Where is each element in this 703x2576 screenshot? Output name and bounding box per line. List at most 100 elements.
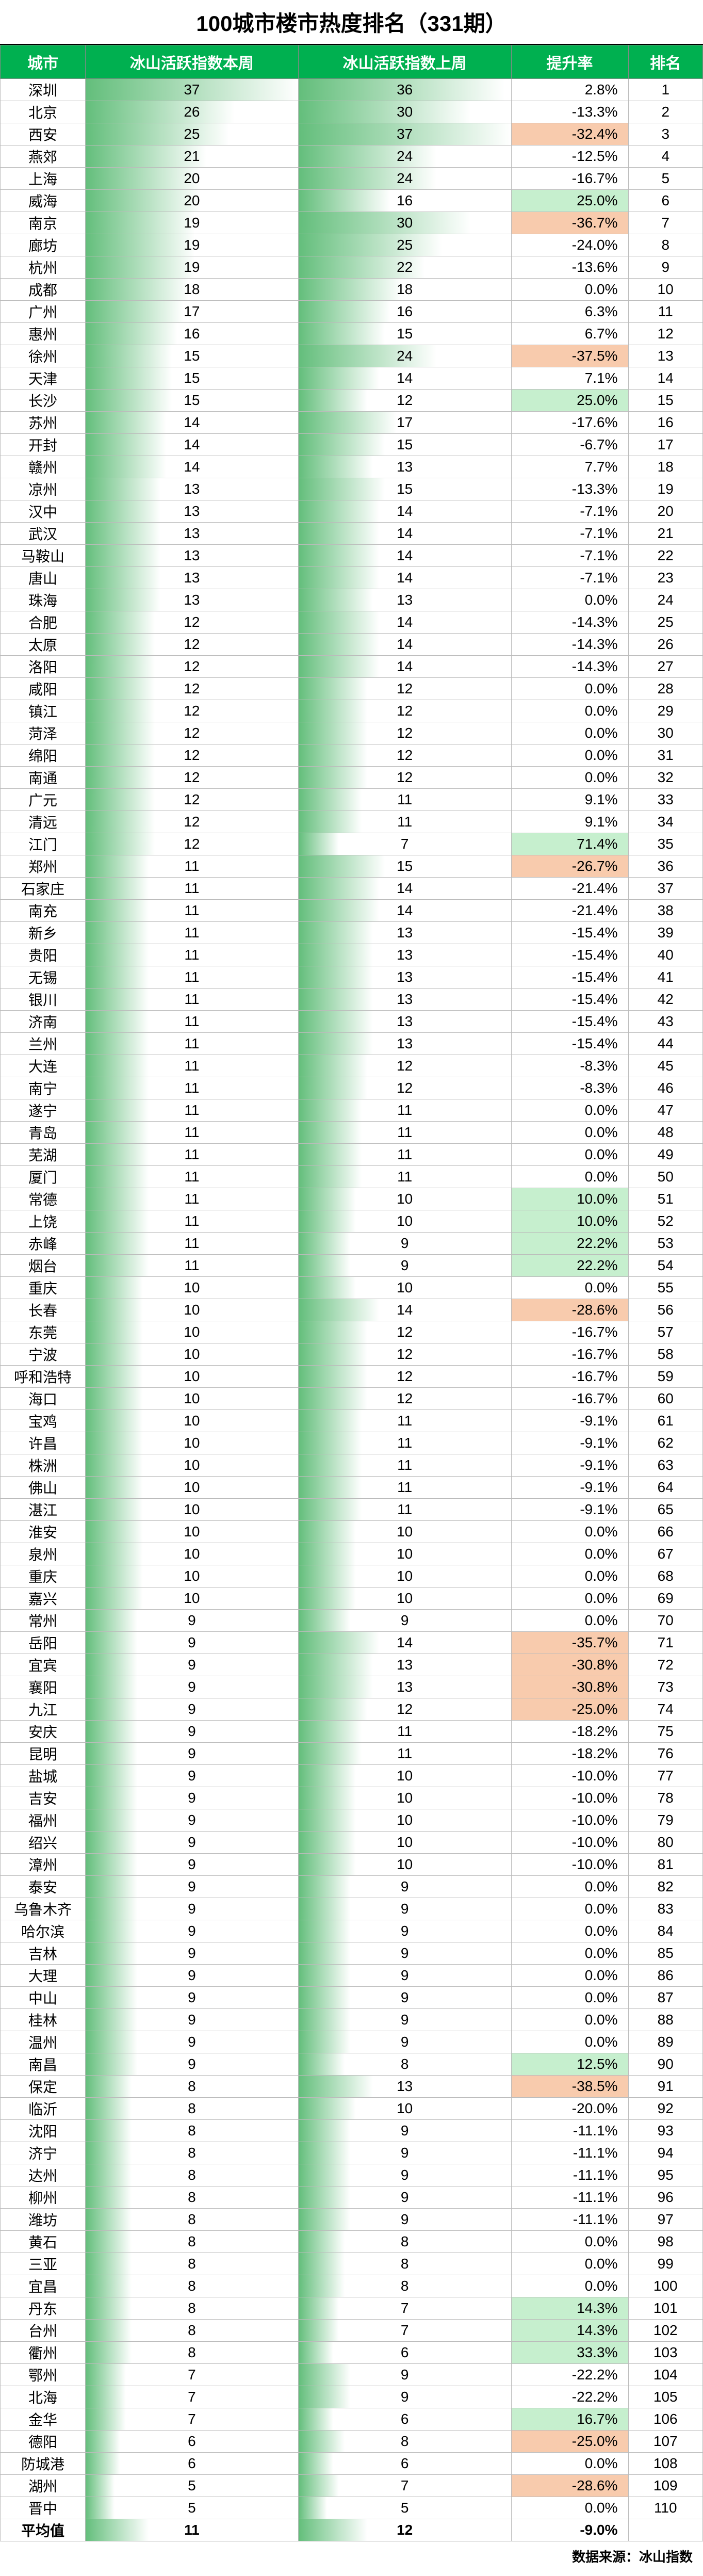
rank-cell: 29 <box>628 700 702 722</box>
rate-cell: -16.7% <box>511 1343 628 1366</box>
city-cell: 柳州 <box>1 2186 86 2209</box>
table-row: 赤峰 11 9 22.2% 53 <box>1 1233 703 1255</box>
rate-cell: 6.3% <box>511 301 628 323</box>
idx-this-cell: 9 <box>86 1676 299 1698</box>
rate-cell: -15.4% <box>511 1033 628 1055</box>
idx-last-cell: 11 <box>298 811 511 833</box>
idx-this-cell: 11 <box>86 944 299 966</box>
idx-this-cell: 17 <box>86 301 299 323</box>
rate-cell: 7.7% <box>511 456 628 478</box>
city-cell: 深圳 <box>1 79 86 101</box>
rate-cell: 0.0% <box>511 1587 628 1610</box>
idx-this-cell: 20 <box>86 190 299 212</box>
idx-this-cell: 9 <box>86 1942 299 1965</box>
rank-cell: 41 <box>628 966 702 989</box>
idx-last-cell: 9 <box>298 2209 511 2231</box>
idx-last-cell: 12 <box>298 767 511 789</box>
table-row: 成都 18 18 0.0% 10 <box>1 279 703 301</box>
idx-this-cell: 9 <box>86 1965 299 1987</box>
city-cell: 江门 <box>1 833 86 855</box>
table-row: 廊坊 19 25 -24.0% 8 <box>1 234 703 256</box>
rate-cell: -38.5% <box>511 2076 628 2098</box>
city-cell: 大理 <box>1 1965 86 1987</box>
rank-cell: 69 <box>628 1587 702 1610</box>
table-row: 济宁 8 9 -11.1% 94 <box>1 2142 703 2164</box>
idx-this-cell: 25 <box>86 123 299 145</box>
rate-cell: -28.6% <box>511 1299 628 1321</box>
rate-cell: -21.4% <box>511 878 628 900</box>
idx-this-cell: 9 <box>86 2009 299 2031</box>
rank-cell: 103 <box>628 2342 702 2364</box>
rate-cell: -11.1% <box>511 2164 628 2186</box>
rank-cell: 3 <box>628 123 702 145</box>
rank-cell: 76 <box>628 1743 702 1765</box>
idx-last-cell: 10 <box>298 1832 511 1854</box>
idx-last-cell: 7 <box>298 2475 511 2497</box>
city-cell: 郑州 <box>1 855 86 878</box>
idx-this-cell: 13 <box>86 500 299 523</box>
city-cell: 常州 <box>1 1610 86 1632</box>
table-row: 宜宾 9 13 -30.8% 72 <box>1 1654 703 1676</box>
rate-cell: -20.0% <box>511 2098 628 2120</box>
city-cell: 漳州 <box>1 1854 86 1876</box>
table-row: 丹东 8 7 14.3% 101 <box>1 2297 703 2320</box>
rate-cell: -15.4% <box>511 922 628 944</box>
idx-this-cell: 8 <box>86 2120 299 2142</box>
rank-cell: 88 <box>628 2009 702 2031</box>
table-row: 杭州 19 22 -13.6% 9 <box>1 256 703 279</box>
idx-last-cell: 13 <box>298 1654 511 1676</box>
rate-cell: 0.0% <box>511 700 628 722</box>
rate-cell: 0.0% <box>511 2031 628 2053</box>
table-row: 咸阳 12 12 0.0% 28 <box>1 678 703 700</box>
idx-this-cell: 7 <box>86 2386 299 2408</box>
rate-cell: -9.1% <box>511 1477 628 1499</box>
city-cell: 达州 <box>1 2164 86 2186</box>
table-row: 安庆 9 11 -18.2% 75 <box>1 1721 703 1743</box>
city-cell: 兰州 <box>1 1033 86 1055</box>
idx-last-cell: 12 <box>298 744 511 767</box>
rank-cell: 90 <box>628 2053 702 2076</box>
city-cell: 银川 <box>1 989 86 1011</box>
city-cell: 厦门 <box>1 1166 86 1188</box>
idx-last-cell: 11 <box>298 1499 511 1521</box>
city-cell: 佛山 <box>1 1477 86 1499</box>
idx-this-cell: 20 <box>86 168 299 190</box>
rank-cell: 108 <box>628 2453 702 2475</box>
city-cell: 晋中 <box>1 2497 86 2519</box>
rank-cell: 48 <box>628 1122 702 1144</box>
idx-this-cell: 9 <box>86 1632 299 1654</box>
city-cell: 昆明 <box>1 1743 86 1765</box>
city-cell: 湖州 <box>1 2475 86 2497</box>
idx-this-cell: 9 <box>86 1721 299 1743</box>
idx-last-cell: 12 <box>298 1077 511 1099</box>
table-row: 乌鲁木齐 9 9 0.0% 83 <box>1 1898 703 1920</box>
table-row: 岳阳 9 14 -35.7% 71 <box>1 1632 703 1654</box>
idx-this-cell: 8 <box>86 2342 299 2364</box>
idx-last-cell: 10 <box>298 1210 511 1233</box>
rank-cell: 95 <box>628 2164 702 2186</box>
rate-cell: -18.2% <box>511 1743 628 1765</box>
idx-this-cell: 12 <box>86 678 299 700</box>
col-city: 城市 <box>1 45 86 79</box>
rate-cell: 22.2% <box>511 1255 628 1277</box>
idx-last-cell: 11 <box>298 1721 511 1743</box>
col-rank: 排名 <box>628 45 702 79</box>
rate-cell: -24.0% <box>511 234 628 256</box>
city-cell: 南通 <box>1 767 86 789</box>
idx-this-cell: 12 <box>86 811 299 833</box>
idx-last-cell: 6 <box>298 2342 511 2364</box>
city-cell: 汉中 <box>1 500 86 523</box>
city-cell: 北京 <box>1 101 86 123</box>
rank-cell: 1 <box>628 79 702 101</box>
rate-cell: 0.0% <box>511 1898 628 1920</box>
idx-this-cell: 16 <box>86 323 299 345</box>
rank-cell: 98 <box>628 2231 702 2253</box>
rank-cell: 106 <box>628 2408 702 2431</box>
city-cell: 温州 <box>1 2031 86 2053</box>
rate-cell: -9.1% <box>511 1499 628 1521</box>
rank-cell: 33 <box>628 789 702 811</box>
city-cell: 威海 <box>1 190 86 212</box>
idx-this-cell: 14 <box>86 434 299 456</box>
rate-cell: 0.0% <box>511 744 628 767</box>
table-row: 合肥 12 14 -14.3% 25 <box>1 611 703 634</box>
